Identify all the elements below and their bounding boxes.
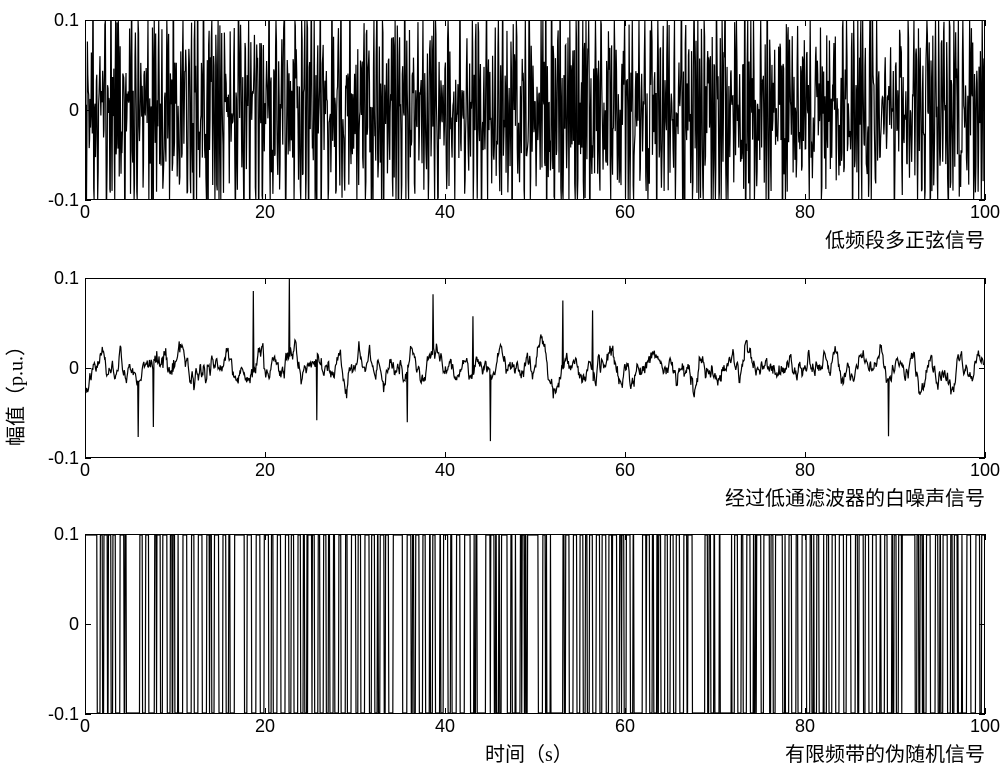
- subplot-title: 有限频带的伪随机信号: [785, 738, 985, 767]
- xtick-label: 20: [250, 716, 280, 737]
- xtick-label: 40: [430, 716, 460, 737]
- subplot-1-multisine: [85, 20, 985, 200]
- signal-plot-1: [86, 21, 984, 199]
- xtick-label: 0: [70, 460, 100, 481]
- y-axis-label: 幅值（p.u.）: [0, 336, 29, 446]
- xtick-label: 0: [70, 202, 100, 223]
- xtick-label: 100: [970, 716, 1000, 737]
- xtick-label: 60: [610, 202, 640, 223]
- figure-container: 幅值（p.u.） -0.100.1020406080100低频段多正弦信号-0.…: [0, 0, 1000, 782]
- xtick-label: 40: [430, 460, 460, 481]
- ytick-label: 0.1: [54, 524, 79, 545]
- subplot-3-prbs: [85, 534, 985, 714]
- xtick-label: 0: [70, 716, 100, 737]
- ytick-label: 0.1: [54, 268, 79, 289]
- signal-plot-2: [86, 279, 984, 457]
- ytick-label: 0: [69, 358, 79, 379]
- ytick-label: 0.1: [54, 10, 79, 31]
- xtick-label: 60: [610, 460, 640, 481]
- xtick-label: 100: [970, 202, 1000, 223]
- xtick-label: 80: [790, 202, 820, 223]
- subplot-title: 经过低通滤波器的白噪声信号: [725, 482, 985, 511]
- subplot-title: 低频段多正弦信号: [825, 224, 985, 253]
- signal-plot-3: [86, 535, 984, 713]
- xtick-label: 20: [250, 202, 280, 223]
- xtick-label: 40: [430, 202, 460, 223]
- xtick-label: 20: [250, 460, 280, 481]
- xtick-label: 80: [790, 460, 820, 481]
- xtick-label: 100: [970, 460, 1000, 481]
- ytick-label: 0: [69, 100, 79, 121]
- x-axis-label: 时间（s）: [485, 738, 573, 767]
- ytick-label: 0: [69, 614, 79, 635]
- xtick-label: 60: [610, 716, 640, 737]
- subplot-2-lowpass-noise: [85, 278, 985, 458]
- xtick-label: 80: [790, 716, 820, 737]
